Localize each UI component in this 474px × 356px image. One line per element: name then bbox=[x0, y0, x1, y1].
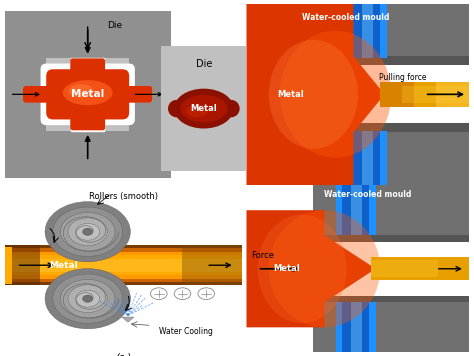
Ellipse shape bbox=[269, 40, 358, 149]
Bar bbox=[5, 252, 242, 279]
Bar bbox=[362, 4, 374, 58]
Circle shape bbox=[68, 218, 107, 246]
Ellipse shape bbox=[258, 214, 346, 323]
Ellipse shape bbox=[174, 89, 234, 129]
Bar bbox=[313, 185, 469, 235]
Bar bbox=[280, 4, 469, 58]
Bar bbox=[351, 302, 362, 352]
Bar bbox=[336, 185, 376, 235]
FancyBboxPatch shape bbox=[70, 58, 105, 72]
Text: Die: Die bbox=[196, 59, 212, 69]
Bar bbox=[5, 255, 242, 275]
Circle shape bbox=[198, 288, 214, 299]
FancyBboxPatch shape bbox=[41, 64, 134, 125]
Bar bbox=[5, 247, 12, 284]
Text: Pulling force: Pulling force bbox=[379, 73, 426, 82]
Bar bbox=[380, 82, 469, 107]
Bar bbox=[71, 58, 104, 66]
Bar bbox=[354, 131, 380, 185]
Circle shape bbox=[45, 268, 130, 329]
Bar bbox=[371, 261, 438, 277]
Bar bbox=[436, 82, 469, 107]
Circle shape bbox=[60, 279, 115, 318]
Ellipse shape bbox=[280, 31, 391, 158]
Text: Metal: Metal bbox=[50, 261, 78, 270]
Bar bbox=[342, 185, 369, 235]
Text: (a.): (a.) bbox=[79, 187, 96, 197]
Bar bbox=[71, 120, 104, 131]
Bar bbox=[313, 302, 469, 352]
Circle shape bbox=[76, 223, 100, 240]
Polygon shape bbox=[246, 210, 376, 328]
Bar bbox=[5, 245, 40, 285]
Circle shape bbox=[45, 201, 130, 262]
Bar bbox=[5, 258, 242, 272]
Text: Metal: Metal bbox=[191, 104, 217, 113]
Text: Water-cooled mould: Water-cooled mould bbox=[302, 12, 390, 22]
Polygon shape bbox=[246, 4, 384, 185]
Text: Rollers (smooth): Rollers (smooth) bbox=[89, 192, 158, 200]
Circle shape bbox=[82, 228, 93, 235]
Circle shape bbox=[53, 274, 123, 323]
Bar bbox=[354, 4, 380, 58]
FancyBboxPatch shape bbox=[23, 86, 61, 103]
Bar bbox=[122, 88, 151, 101]
Ellipse shape bbox=[223, 100, 240, 117]
Polygon shape bbox=[122, 317, 134, 322]
Circle shape bbox=[82, 295, 93, 302]
FancyBboxPatch shape bbox=[114, 86, 152, 103]
Bar bbox=[5, 245, 242, 285]
Text: Metal: Metal bbox=[278, 90, 304, 99]
Bar bbox=[5, 248, 242, 282]
Bar bbox=[5, 11, 171, 58]
Bar bbox=[5, 58, 46, 131]
Bar bbox=[280, 124, 469, 132]
Text: Force: Force bbox=[251, 251, 274, 261]
Ellipse shape bbox=[269, 210, 380, 328]
Bar bbox=[371, 257, 469, 281]
Bar bbox=[402, 86, 469, 103]
Bar bbox=[362, 131, 374, 185]
Bar bbox=[25, 88, 53, 101]
Text: Metal: Metal bbox=[273, 264, 300, 273]
Text: Metal: Metal bbox=[71, 89, 104, 99]
Ellipse shape bbox=[180, 95, 228, 122]
Circle shape bbox=[68, 285, 107, 313]
Text: (b.): (b.) bbox=[349, 202, 366, 212]
Bar bbox=[313, 235, 469, 242]
Text: Die: Die bbox=[108, 21, 123, 30]
Circle shape bbox=[174, 288, 191, 299]
Bar bbox=[342, 302, 369, 352]
Bar bbox=[313, 295, 469, 302]
Bar bbox=[182, 245, 242, 285]
Circle shape bbox=[60, 213, 115, 251]
Ellipse shape bbox=[63, 80, 112, 105]
Bar bbox=[280, 131, 469, 185]
Bar bbox=[346, 4, 387, 58]
Bar bbox=[129, 58, 171, 131]
Bar bbox=[280, 56, 469, 65]
Bar bbox=[380, 82, 413, 107]
Ellipse shape bbox=[69, 84, 93, 98]
Ellipse shape bbox=[186, 105, 208, 117]
Text: Water-cooled mould: Water-cooled mould bbox=[324, 190, 412, 199]
Bar bbox=[5, 131, 171, 178]
Circle shape bbox=[53, 207, 123, 256]
Text: Water Cooling: Water Cooling bbox=[159, 327, 213, 336]
Circle shape bbox=[151, 288, 167, 299]
Bar bbox=[336, 302, 376, 352]
Ellipse shape bbox=[168, 100, 185, 117]
FancyBboxPatch shape bbox=[46, 69, 129, 120]
Text: (c.): (c.) bbox=[115, 352, 131, 356]
Bar bbox=[346, 131, 387, 185]
Circle shape bbox=[76, 290, 100, 307]
Bar bbox=[351, 185, 362, 235]
FancyBboxPatch shape bbox=[70, 117, 105, 130]
